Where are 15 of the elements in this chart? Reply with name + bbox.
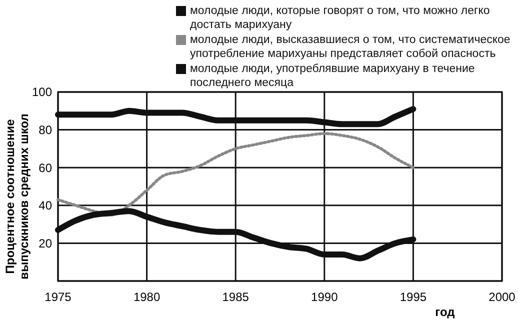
x-tick-label: 1990: [311, 290, 338, 304]
y-tick-label: 20: [38, 236, 52, 250]
x-axis-title: год: [435, 305, 456, 319]
x-tick-label: 1975: [44, 290, 72, 304]
line-series: [56, 132, 415, 216]
x-tick-label: 2000: [488, 290, 516, 304]
y-tick-label: 60: [38, 160, 52, 175]
x-tick-label: 1980: [133, 290, 160, 304]
x-tick-label: 1985: [222, 290, 250, 304]
y-tick-label: 100: [32, 85, 52, 100]
legend-label: молодые люди, употреблявшие марихуану в течение последнего месяца: [190, 63, 475, 89]
y-tick-label: 80: [38, 123, 52, 137]
y-tick-label: 40: [38, 198, 52, 213]
x-tick-label: 1995: [400, 290, 427, 304]
y-axis-title: Процентное соотношение выпускников средних школ: [3, 114, 31, 280]
